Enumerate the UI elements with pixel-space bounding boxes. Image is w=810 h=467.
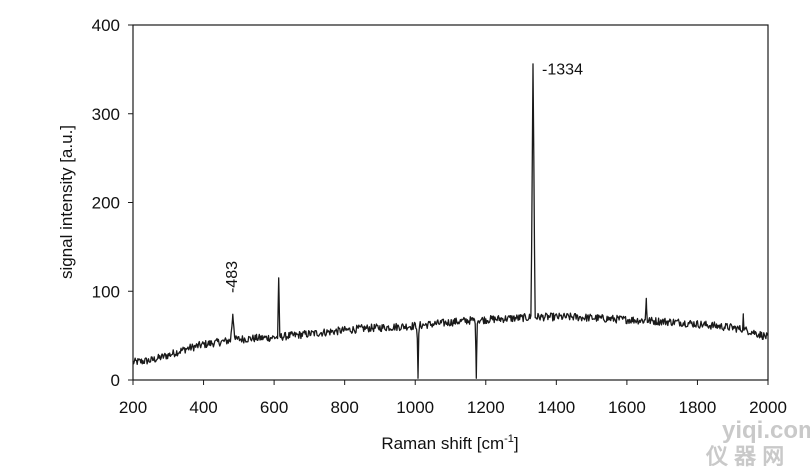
plot-frame [132,24,769,381]
x-axis-label: Raman shift [cm-1] [381,433,518,453]
x-tick-label: 200 [119,398,147,417]
y-tick-label: 0 [111,371,120,390]
watermark-chinese: 仪 器 网 [705,444,784,467]
y-axis-label: signal intensity [a.u.] [57,125,76,279]
x-tick-label: 800 [330,398,358,417]
x-tick-label: 1800 [679,398,717,417]
x-tick-label: 1200 [467,398,505,417]
x-tick-label: 600 [260,398,288,417]
peak-label: -1334 [542,61,583,78]
x-tick-label: 1600 [608,398,646,417]
y-tick-label: 200 [92,194,120,213]
x-axis-label-main: Raman shift [cm [381,434,504,453]
x-tick-label: 1400 [537,398,575,417]
y-tick-label: 100 [92,282,120,301]
y-tick-label: 300 [92,105,120,124]
y-axis-ticks: 0 100 200 300 400 [92,16,133,390]
watermark-url: yiqi.com [722,417,810,444]
spectrum-line [132,63,769,379]
x-tick-label: 400 [189,398,217,417]
x-tick-label: 1000 [396,398,434,417]
x-tick-label: 2000 [749,398,787,417]
x-axis-label-superscript: -1 [504,433,514,445]
peak-label: -483 [224,261,241,293]
x-axis-ticks: 200 400 600 800 1000 1200 1400 1600 1800 2000 [119,380,787,417]
y-tick-label: 400 [92,16,120,35]
x-axis-label-end: ] [514,434,519,453]
peak-annotations: -483 -1334 [224,61,583,293]
